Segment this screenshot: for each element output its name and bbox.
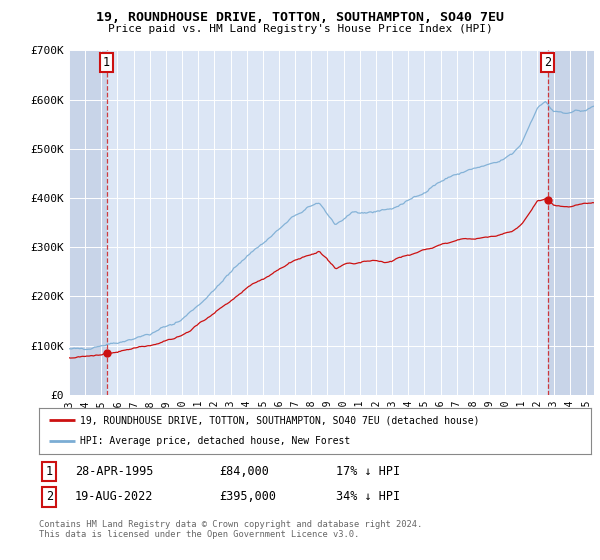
Bar	[548, 50, 594, 395]
Text: HPI: Average price, detached house, New Forest: HPI: Average price, detached house, New …	[80, 436, 350, 446]
Text: 2: 2	[46, 490, 53, 503]
Text: Price paid vs. HM Land Registry's House Price Index (HPI): Price paid vs. HM Land Registry's House …	[107, 24, 493, 34]
Text: 28-APR-1995: 28-APR-1995	[75, 465, 154, 478]
Text: £84,000: £84,000	[219, 465, 269, 478]
Text: Contains HM Land Registry data © Crown copyright and database right 2024.
This d: Contains HM Land Registry data © Crown c…	[39, 520, 422, 539]
Text: 17% ↓ HPI: 17% ↓ HPI	[336, 465, 400, 478]
Text: 1: 1	[103, 55, 110, 68]
Text: 19-AUG-2022: 19-AUG-2022	[75, 490, 154, 503]
Text: £395,000: £395,000	[219, 490, 276, 503]
Bar	[69, 50, 107, 395]
Text: 19, ROUNDHOUSE DRIVE, TOTTON, SOUTHAMPTON, SO40 7EU: 19, ROUNDHOUSE DRIVE, TOTTON, SOUTHAMPTO…	[96, 11, 504, 24]
Text: 19, ROUNDHOUSE DRIVE, TOTTON, SOUTHAMPTON, SO40 7EU (detached house): 19, ROUNDHOUSE DRIVE, TOTTON, SOUTHAMPTO…	[80, 415, 480, 425]
Text: 2: 2	[544, 55, 551, 68]
Text: 1: 1	[46, 465, 53, 478]
Text: 34% ↓ HPI: 34% ↓ HPI	[336, 490, 400, 503]
